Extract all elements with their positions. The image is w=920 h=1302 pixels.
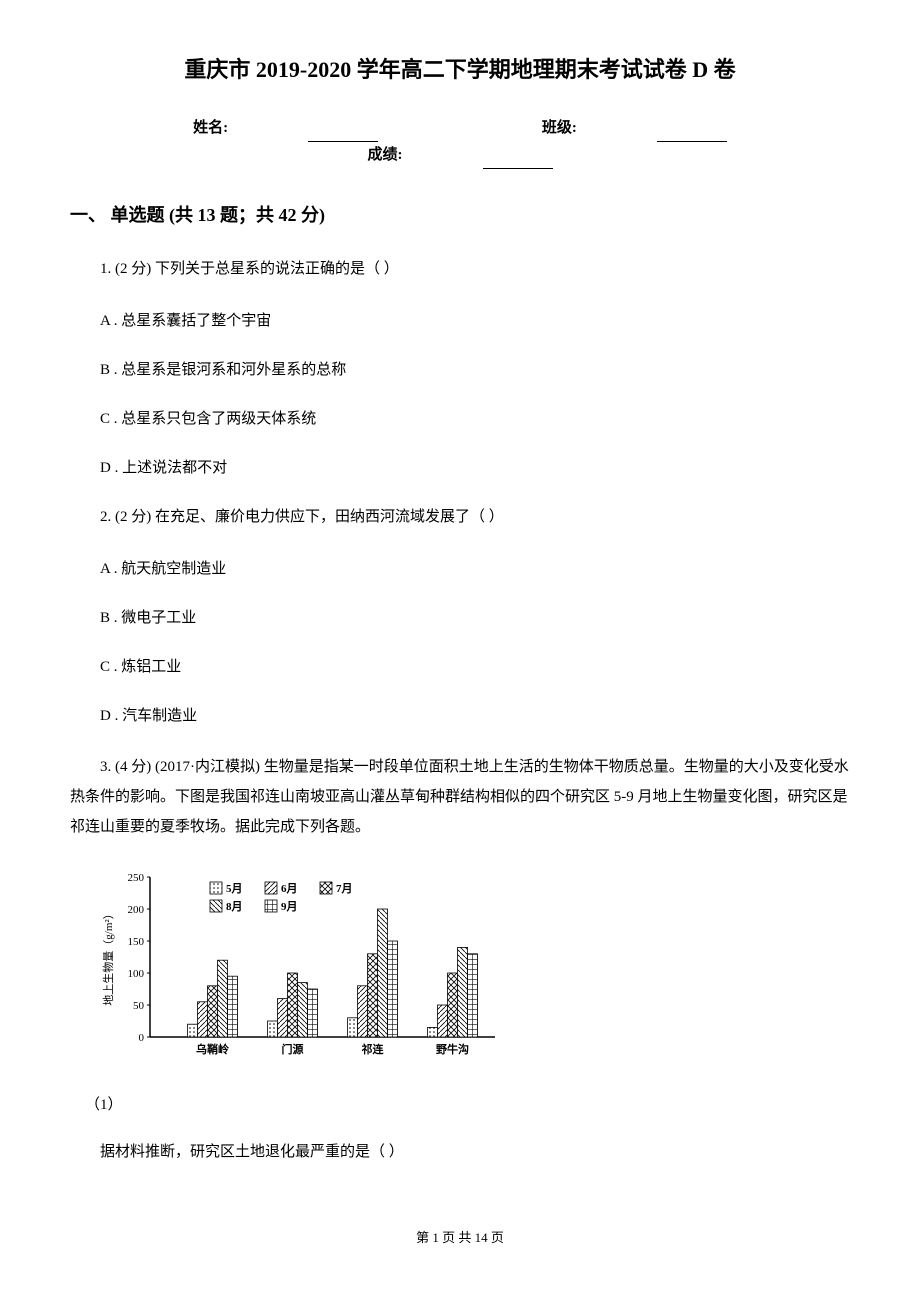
svg-text:100: 100 [128, 968, 145, 980]
svg-text:6月: 6月 [281, 882, 298, 895]
question-3-intro: 3. (4 分) (2017·内江模拟) 生物量是指某一时段单位面积土地上生活的… [70, 752, 850, 842]
svg-text:150: 150 [128, 936, 145, 948]
class-label: 班级: [542, 115, 577, 142]
question-2-option-b: B . 微电子工业 [70, 605, 850, 632]
name-field: 姓名: [153, 115, 418, 142]
svg-text:7月: 7月 [336, 882, 353, 895]
page-title: 重庆市 2019-2020 学年高二下学期地理期末考试试卷 D 卷 [70, 50, 850, 90]
score-label: 成绩: [368, 142, 403, 169]
question-1-stem: 1. (2 分) 下列关于总星系的说法正确的是（ ） [70, 256, 850, 283]
chart-svg: 0 50 100 150 200 250 地上生物量（g/m²） 乌鞘岭 门源 祁连 野牛沟 5月 6月… [100, 862, 510, 1062]
student-info-row: 姓名: 班级: 成绩: [70, 115, 850, 169]
question-2-option-d: D . 汽车制造业 [70, 703, 850, 730]
page-footer: 第 1 页 共 14 页 [70, 1226, 850, 1249]
svg-text:门源: 门源 [282, 1042, 304, 1056]
question-3-sub1-text: 据材料推断，研究区土地退化最严重的是（ ） [70, 1139, 850, 1166]
question-1-option-b: B . 总星系是银河系和河外星系的总称 [70, 357, 850, 384]
question-2-option-a: A . 航天航空制造业 [70, 556, 850, 583]
svg-text:50: 50 [133, 1000, 145, 1012]
svg-text:0: 0 [139, 1032, 145, 1044]
biomass-chart: 0 50 100 150 200 250 地上生物量（g/m²） 乌鞘岭 门源 祁连 野牛沟 5月 6月… [100, 862, 850, 1072]
svg-text:祁连: 祁连 [362, 1042, 385, 1056]
name-label: 姓名: [193, 115, 228, 142]
class-field: 班级: [502, 115, 767, 142]
svg-text:8月: 8月 [226, 900, 243, 913]
svg-text:5月: 5月 [226, 882, 243, 895]
svg-text:乌鞘岭: 乌鞘岭 [196, 1042, 229, 1056]
question-1-option-c: C . 总星系只包含了两级天体系统 [70, 406, 850, 433]
question-2-stem: 2. (2 分) 在充足、廉价电力供应下，田纳西河流域发展了（ ） [70, 504, 850, 531]
score-field: 成绩: [328, 142, 593, 169]
section-header: 一、 单选题 (共 13 题；共 42 分) [70, 199, 850, 231]
svg-text:地上生物量（g/m²）: 地上生物量（g/m²） [101, 908, 115, 1005]
question-1-option-d: D . 上述说法都不对 [70, 455, 850, 482]
svg-text:9月: 9月 [281, 900, 298, 913]
svg-text:200: 200 [128, 904, 145, 916]
question-1-option-a: A . 总星系囊括了整个宇宙 [70, 308, 850, 335]
class-blank [657, 141, 727, 142]
question-3-sub1-label: （1） [70, 1092, 850, 1119]
score-blank [483, 168, 553, 169]
svg-text:野牛沟: 野牛沟 [436, 1042, 469, 1056]
svg-text:250: 250 [128, 872, 145, 884]
question-2-option-c: C . 炼铝工业 [70, 654, 850, 681]
